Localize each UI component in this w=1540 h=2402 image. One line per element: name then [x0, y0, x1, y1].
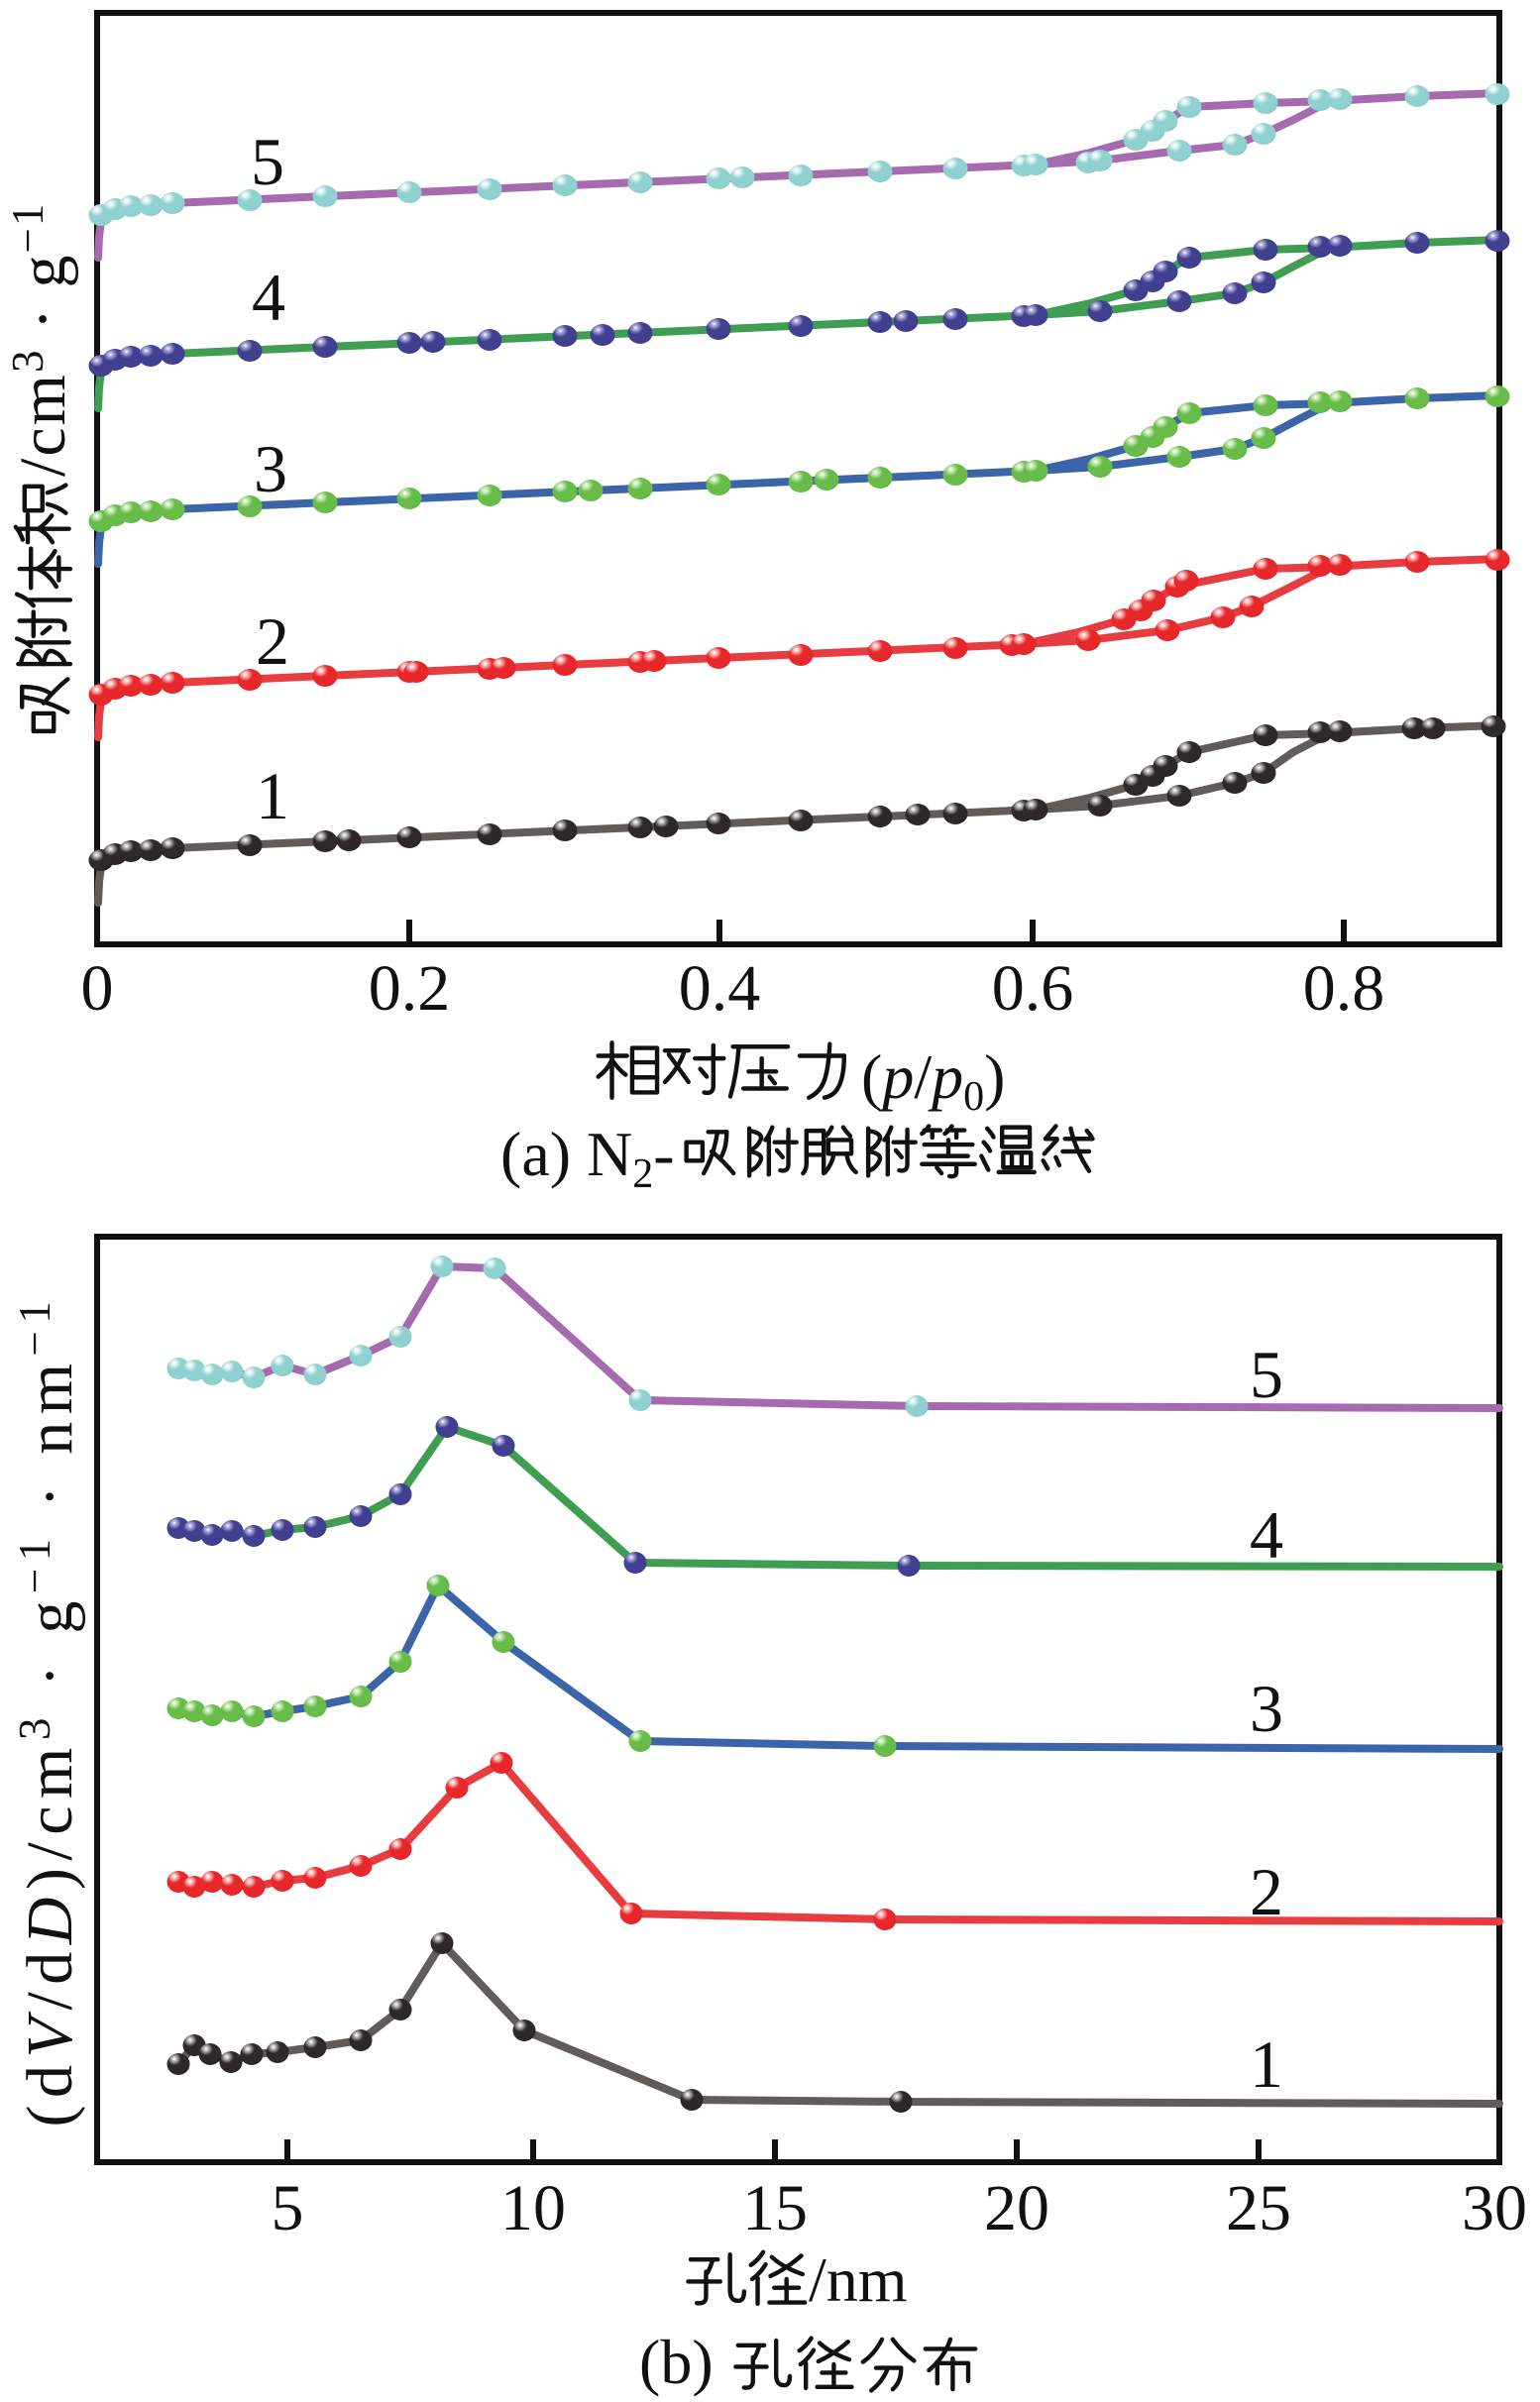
svg-text:2: 2 — [1250, 1854, 1283, 1929]
svg-text:5: 5 — [272, 2172, 304, 2244]
svg-text:0.8: 0.8 — [1303, 952, 1385, 1025]
svg-text:5: 5 — [251, 124, 284, 199]
svg-text:15: 15 — [742, 2172, 808, 2244]
svg-text:0.4: 0.4 — [679, 952, 761, 1025]
svg-text:1: 1 — [256, 758, 289, 833]
svg-text:30: 30 — [1462, 2172, 1527, 2244]
svg-text:4: 4 — [252, 260, 285, 335]
svg-text:(p/p0): (p/p0) — [861, 1041, 1005, 1120]
svg-text:1: 1 — [1250, 2026, 1283, 2102]
svg-text:5: 5 — [1250, 1337, 1283, 1412]
svg-text:0.6: 0.6 — [992, 952, 1074, 1025]
svg-text:3: 3 — [254, 431, 287, 506]
svg-text:3: 3 — [1250, 1671, 1283, 1746]
svg-text:(b): (b) — [639, 2327, 714, 2397]
svg-text:(dV/dD)/cm3 · g−1 · nm−1: (dV/dD)/cm3 · g−1 · nm−1 — [10, 1294, 86, 2128]
svg-text:10: 10 — [500, 2172, 566, 2244]
svg-text:/nm: /nm — [809, 2244, 908, 2315]
svg-text:0.2: 0.2 — [369, 952, 451, 1025]
svg-text:2: 2 — [256, 603, 289, 679]
svg-text:20: 20 — [984, 2172, 1049, 2244]
svg-text:/cm3 · g−1: /cm3 · g−1 — [3, 202, 79, 477]
svg-text:25: 25 — [1226, 2172, 1291, 2244]
svg-text:0: 0 — [81, 952, 114, 1025]
svg-text:4: 4 — [1250, 1497, 1283, 1573]
